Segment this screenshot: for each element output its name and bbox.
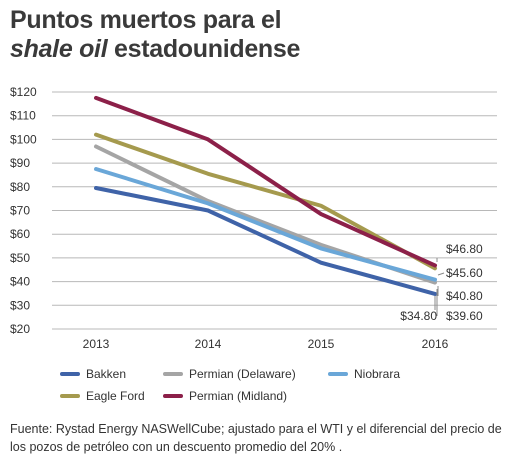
series-lines: [94, 95, 437, 296]
source-note: Fuente: Rystad Energy NASWellCube; ajust…: [10, 422, 502, 454]
series-line-bakken: [94, 185, 437, 296]
series-line-permian-midland: [94, 95, 437, 268]
chart-title-italic: shale oil: [10, 35, 108, 63]
series-line-eagle-ford: [94, 132, 437, 271]
y-tick-label: $60: [10, 227, 30, 241]
legend-item: Permian (Midland): [163, 389, 287, 403]
end-labels: $46.80 $45.60 $40.80 $39.60 $34.80: [400, 242, 483, 323]
legend-label: Permian (Delaware): [189, 367, 296, 381]
legend-item: Niobrara: [328, 367, 400, 381]
legend-swatch: [60, 372, 80, 376]
y-tick-label: $70: [10, 204, 30, 218]
legend-item: Eagle Ford: [60, 389, 145, 403]
chart-title: Puntos muertos para el shale oil estadou…: [10, 6, 300, 64]
grid-lines: [52, 91, 497, 330]
legend-label: Bakken: [86, 367, 127, 381]
legend: Bakken Permian (Delaware) Niobrara Eagle Fo…: [60, 367, 480, 409]
y-tick-label: $100: [10, 132, 37, 146]
chart-title-line1: Puntos muertos para el: [10, 6, 282, 34]
legend-label: Permian (Midland): [189, 389, 288, 403]
y-tick-label: $50: [10, 251, 30, 265]
chart-title-line2: shale oil estadounidense: [10, 35, 300, 64]
x-tick-label: 2013: [83, 337, 110, 351]
legend-item: Permian (Delaware): [163, 367, 296, 381]
end-value-label: $34.80: [400, 309, 437, 323]
y-tick-label: $40: [10, 275, 30, 289]
legend-swatch: [328, 372, 348, 376]
legend-swatch: [60, 394, 80, 398]
x-axis-ticks: 2013 2014 2015 2016: [83, 337, 449, 351]
series-line-permian-delaware: [94, 144, 437, 285]
y-tick-label: $90: [10, 156, 30, 170]
end-value-label: $39.60: [446, 309, 483, 323]
legend-swatch: [163, 394, 183, 398]
legend-swatch: [163, 372, 183, 376]
x-tick-label: 2016: [422, 337, 449, 351]
end-value-label: $45.60: [446, 266, 483, 280]
line-chart: $120 $110 $100 $90 $80 $70 $60 $50 $40 $30 $20 201…: [10, 85, 497, 351]
legend-label: Eagle Ford: [86, 389, 145, 403]
y-axis-ticks: $120 $110 $100 $90 $80 $70 $60 $50 $40 $30 $20: [10, 85, 37, 336]
leader-line: [437, 272, 445, 276]
x-tick-label: 2015: [308, 337, 335, 351]
y-tick-label: $20: [10, 322, 30, 336]
x-tick-label: 2014: [195, 337, 222, 351]
series-line-niobrara: [94, 167, 437, 282]
y-tick-label: $110: [10, 109, 36, 123]
legend-item: Bakken: [60, 367, 126, 381]
y-tick-label: $30: [10, 298, 30, 312]
legend-label: Niobrara: [354, 367, 401, 381]
chart-title-rest: estadounidense: [107, 35, 301, 63]
y-tick-label: $80: [10, 180, 30, 194]
end-value-label: $40.80: [446, 289, 483, 303]
end-value-label: $46.80: [446, 242, 483, 256]
y-tick-label: $120: [10, 85, 37, 99]
